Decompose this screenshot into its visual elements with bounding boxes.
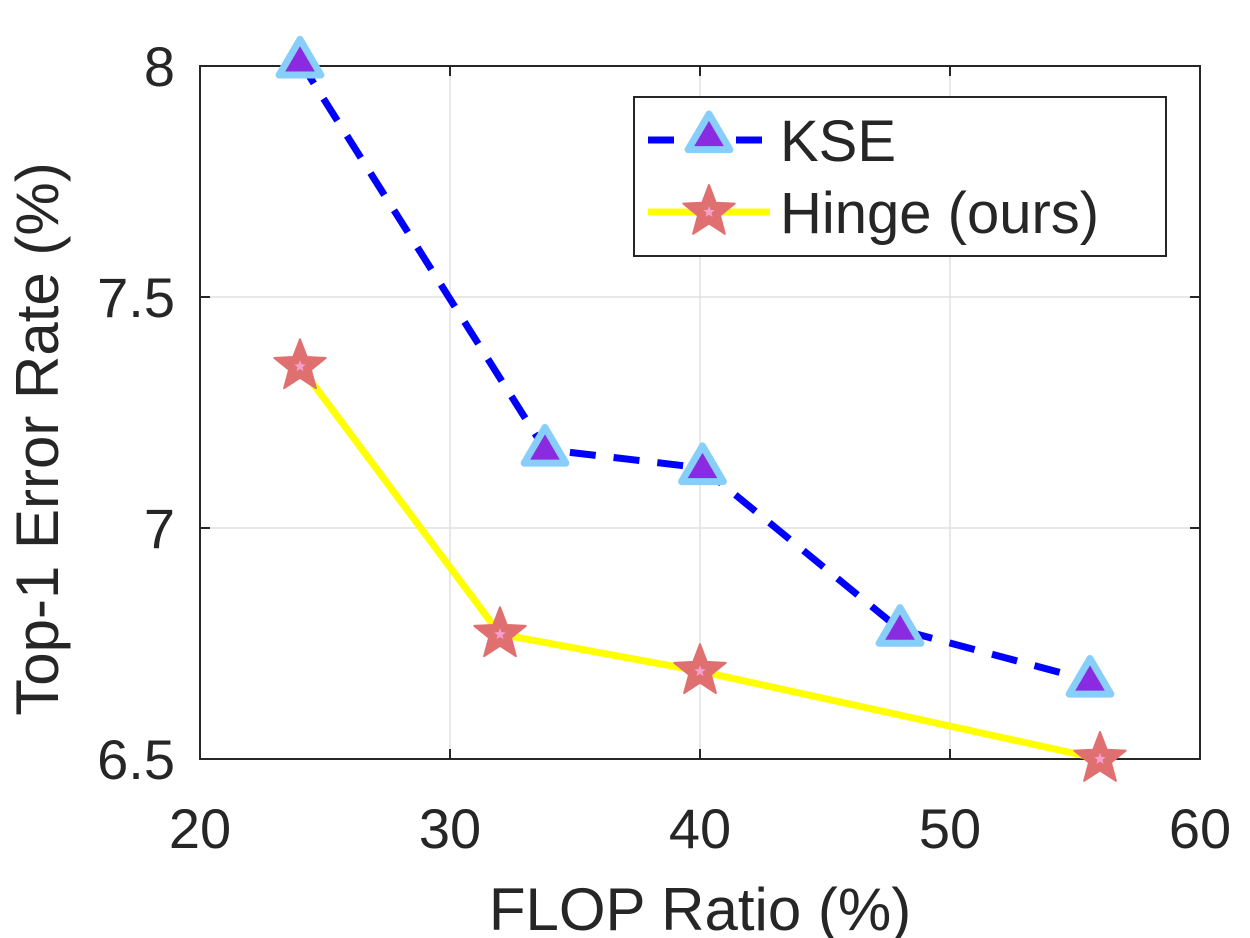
- axis-ticks: 20 30 40 50 60 6.5 7 7.5 8: [97, 35, 1231, 860]
- data-point: [678, 442, 727, 486]
- y-axis-label: Top-1 Error Rate (%): [4, 162, 71, 715]
- x-tick-label: 50: [919, 797, 981, 860]
- data-point: [673, 643, 727, 695]
- legend-marker: [684, 110, 734, 154]
- data-point-center: [294, 360, 306, 372]
- legend: KSE Hinge (ours): [633, 96, 1167, 257]
- x-tick-label: 20: [169, 797, 231, 860]
- x-tick-label: 60: [1169, 797, 1231, 860]
- y-tick-label: 7: [144, 497, 175, 560]
- data-point: [875, 604, 925, 647]
- x-tick-label: 30: [419, 797, 481, 860]
- legend-label: KSE: [780, 109, 896, 174]
- y-tick-label: 8: [144, 35, 175, 98]
- data-point: [1065, 654, 1115, 698]
- y-tick-label: 6.5: [97, 728, 175, 791]
- series-kse: [275, 35, 1115, 698]
- x-tick-label: 40: [669, 797, 731, 860]
- data-point-center: [494, 628, 506, 640]
- data-point: [273, 338, 327, 390]
- data-point: [1073, 731, 1127, 782]
- y-tick-label: 7.5: [97, 266, 175, 329]
- series-layer: [273, 35, 1127, 782]
- legend-marker: [682, 184, 736, 235]
- legend-marker-center: [703, 206, 715, 217]
- series-line: [297, 364, 1101, 763]
- x-axis-label: FLOP Ratio (%): [489, 876, 911, 938]
- data-point-center: [694, 665, 706, 677]
- data-point: [520, 423, 570, 467]
- data-point: [473, 606, 527, 658]
- data-point: [275, 35, 325, 79]
- legend-label: Hinge (ours): [780, 181, 1099, 246]
- series-hinge: [273, 338, 1127, 782]
- data-point-center: [1094, 753, 1106, 764]
